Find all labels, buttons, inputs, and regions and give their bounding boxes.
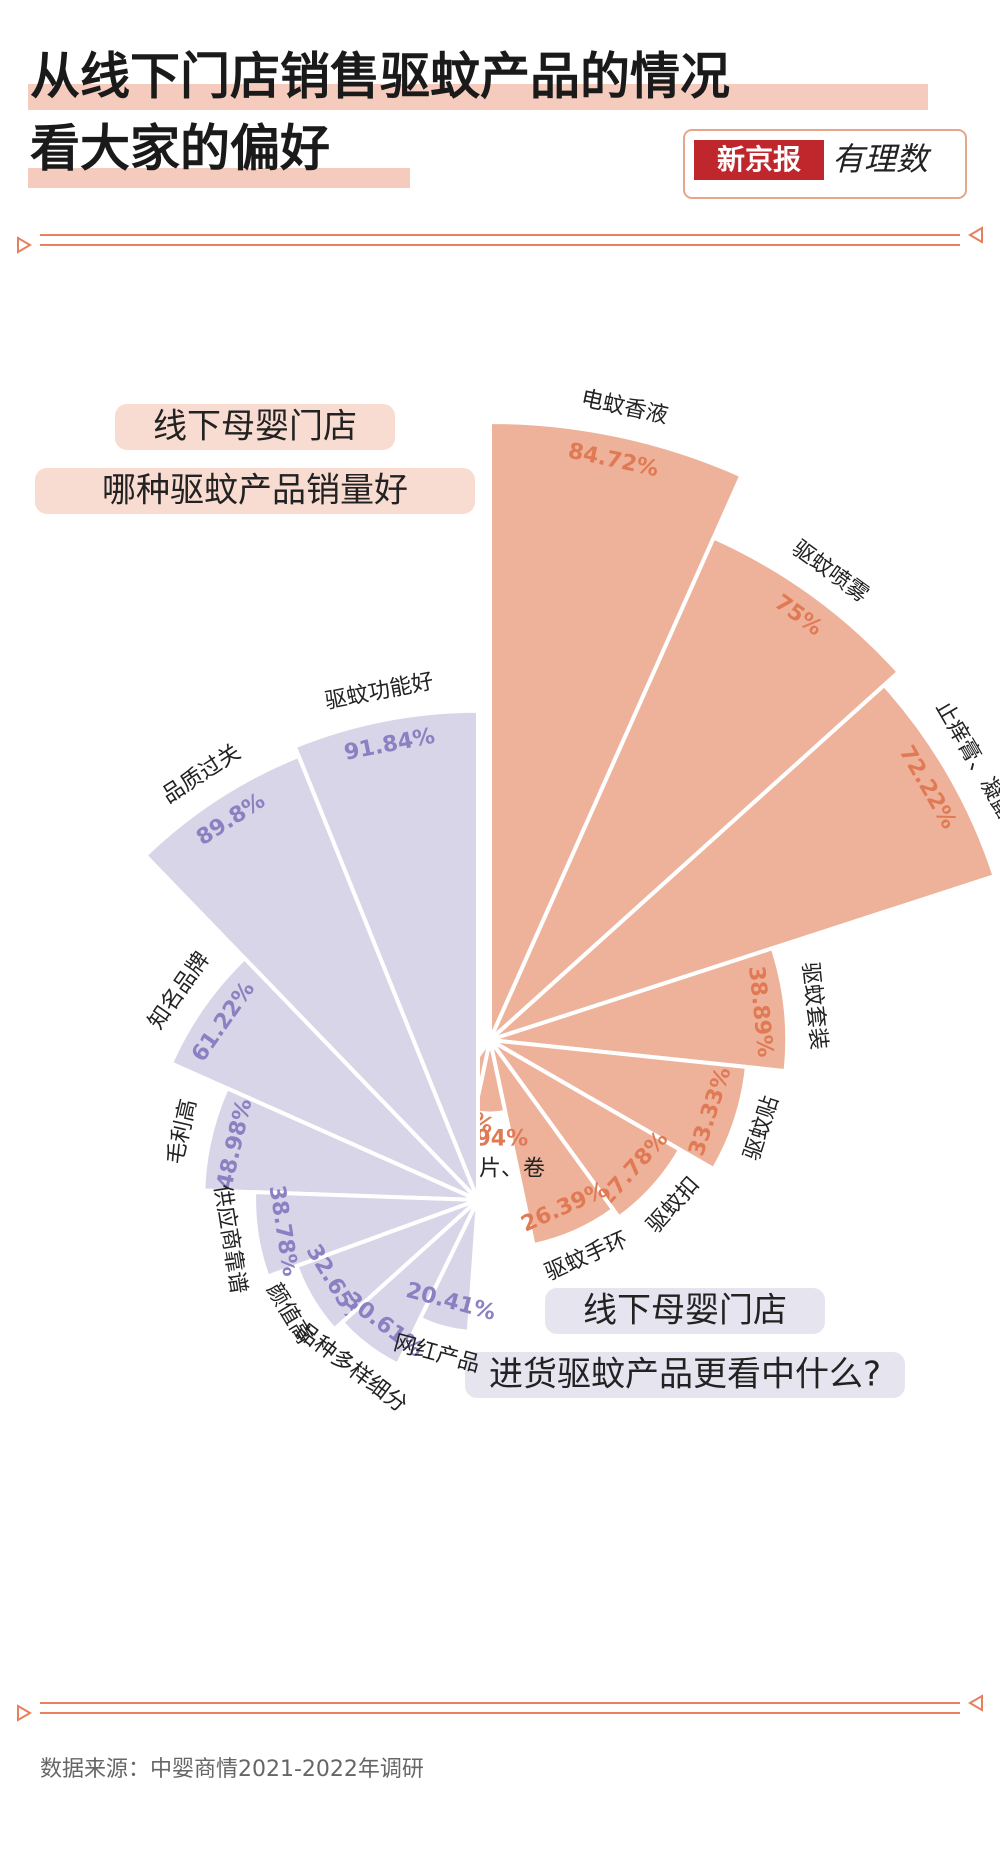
- category-label: 驱蚊套装: [797, 961, 831, 1051]
- title: 看大家的偏好: [30, 120, 330, 178]
- chart-title: 线下母婴门店: [153, 407, 357, 447]
- title: 从线下门店销售驱蚊产品的情况: [30, 48, 730, 106]
- sector: [143, 753, 480, 1202]
- sector: [488, 946, 790, 1074]
- chart-title: 线下母婴门店: [583, 1291, 787, 1331]
- sector: [339, 1198, 480, 1367]
- chart-title-bg: [115, 404, 395, 450]
- sector: [418, 1198, 480, 1334]
- chart-title-bg: [465, 1352, 905, 1398]
- category-label: 网红产品: [391, 1331, 482, 1378]
- sector: [292, 708, 480, 1202]
- sector: [252, 1190, 480, 1279]
- sector: [294, 1198, 480, 1332]
- category-label: 供应商靠谱: [209, 1183, 251, 1296]
- category-label: 毛利高: [163, 1097, 202, 1167]
- sector: [168, 956, 480, 1202]
- sector: [201, 1086, 480, 1202]
- sector: [488, 1038, 616, 1248]
- sector: [488, 1038, 683, 1220]
- sector: [488, 682, 997, 1042]
- logo-text: 有理数: [832, 140, 932, 178]
- logo-text: 新京报: [717, 143, 801, 176]
- chart-title-bg: [35, 468, 475, 514]
- chart-title: 进货驱蚊产品更看中什么?: [489, 1355, 881, 1395]
- category-label: 驱蚊功能好: [323, 669, 436, 715]
- category-label: 电蚊香液: [579, 386, 670, 429]
- category-label: 驱蚊贴: [740, 1093, 784, 1164]
- chart-title: 哪种驱蚊产品销量好: [102, 471, 408, 511]
- chart-title-bg: [545, 1288, 825, 1334]
- source: 数据来源：中婴商情2021-2022年调研: [40, 1757, 424, 1782]
- logo: 新京报 有理数: [683, 129, 967, 199]
- divider: [17, 226, 983, 1722]
- sector: [488, 535, 901, 1042]
- title-highlight: [28, 84, 928, 110]
- sector: [488, 1038, 749, 1172]
- title-highlight: [28, 168, 410, 188]
- sector: [488, 419, 744, 1042]
